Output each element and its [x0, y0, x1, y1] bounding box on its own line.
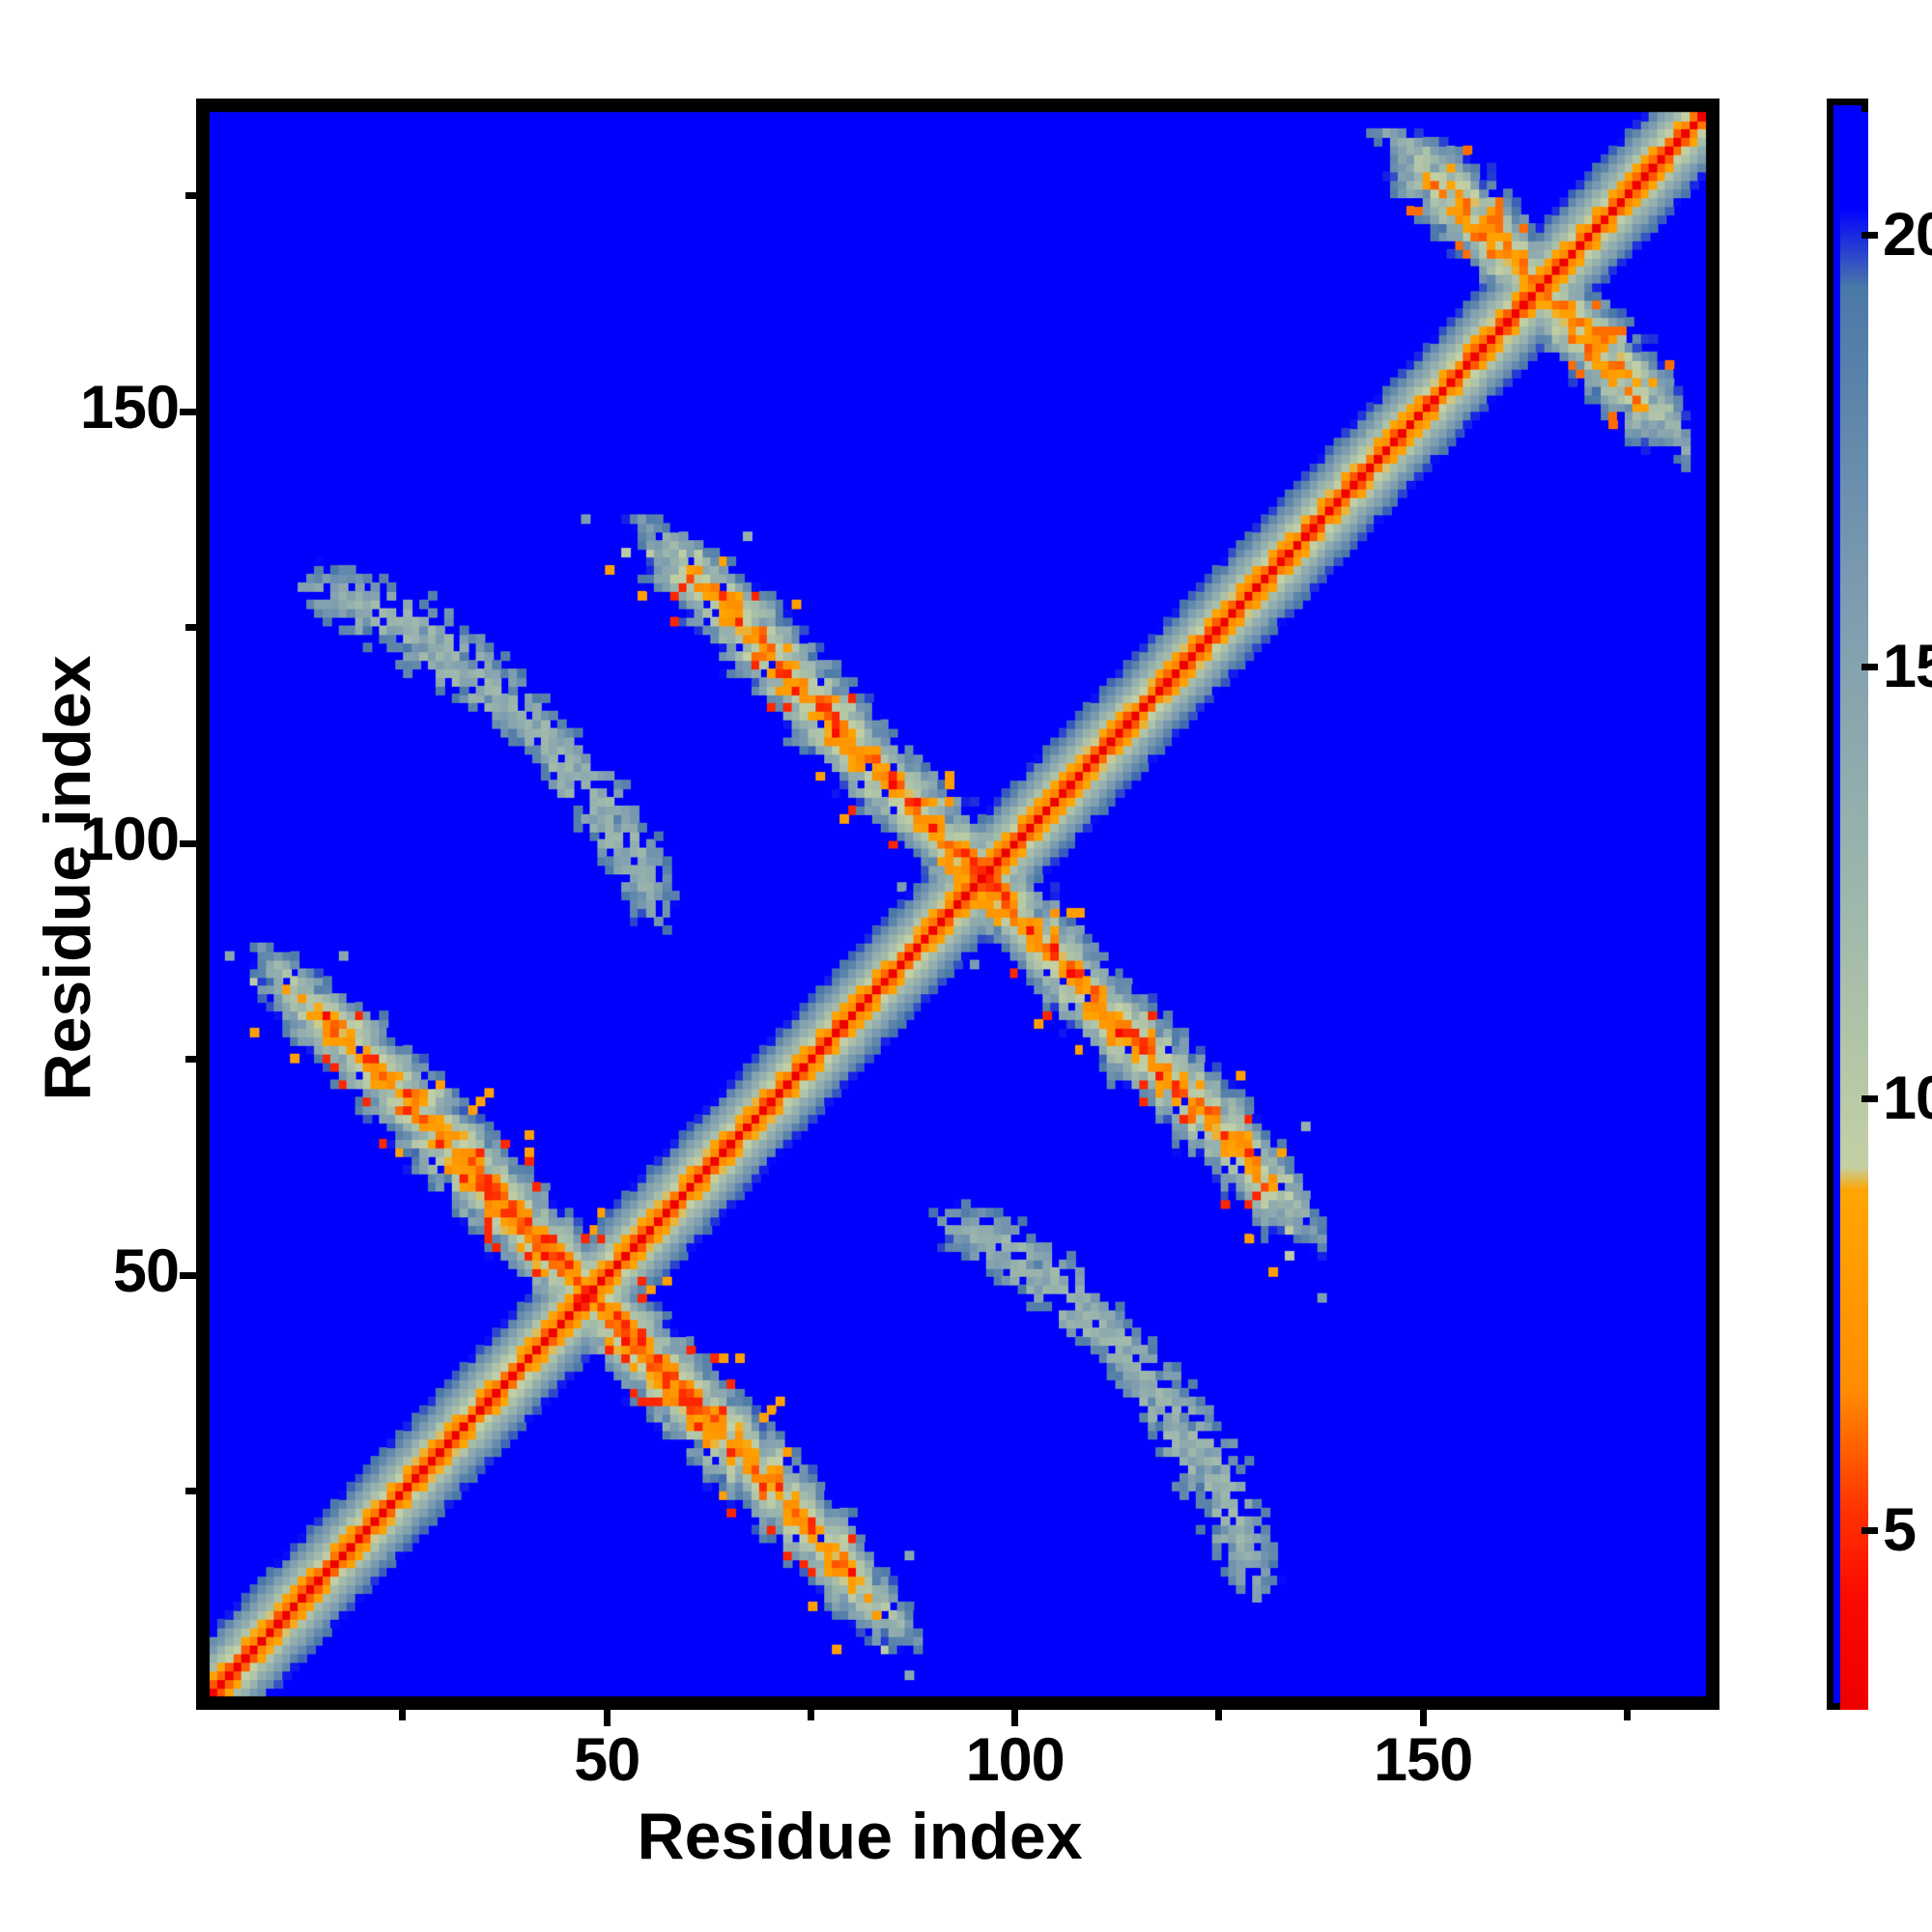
x-axis-minor-tick — [807, 1710, 814, 1720]
x-axis-minor-tick — [1215, 1710, 1223, 1720]
x-axis-tick — [603, 1710, 611, 1726]
colorbar-tick-label: 5 — [1883, 1496, 1917, 1565]
y-axis-tick-label: 50 — [112, 1237, 180, 1306]
x-axis-tick-label: 100 — [965, 1726, 1065, 1794]
y-axis-tick — [180, 408, 196, 415]
heatmap-plot-area — [196, 99, 1719, 1710]
x-axis-tick-label: 50 — [574, 1726, 640, 1794]
x-axis-title: Residue index — [637, 1800, 1083, 1873]
colorbar-tick — [1861, 1094, 1878, 1102]
x-axis-tick — [1419, 1710, 1427, 1726]
y-axis-minor-tick — [185, 192, 196, 200]
x-axis-tick — [1011, 1710, 1019, 1726]
y-axis-tick-label: 100 — [79, 806, 180, 874]
y-axis-tick-label: 150 — [79, 374, 180, 442]
colorbar-tick-label: 10 — [1883, 1065, 1932, 1133]
heatmap-canvas — [203, 105, 1713, 1703]
colorbar-tick-label: 15 — [1883, 633, 1932, 701]
colorbar-tick — [1861, 663, 1878, 670]
x-axis-minor-tick — [399, 1710, 407, 1720]
y-axis-minor-tick — [185, 1488, 196, 1495]
y-axis-tick — [180, 839, 196, 847]
x-axis-minor-tick — [1623, 1710, 1631, 1720]
y-axis-title: Residue index — [31, 655, 104, 1101]
colorbar: 20 15 10 5 — [1827, 99, 1932, 1710]
colorbar-tick — [1861, 1526, 1878, 1534]
y-axis-tick — [180, 1271, 196, 1279]
y-axis-minor-tick — [185, 1056, 196, 1064]
colorbar-gradient — [1840, 112, 1868, 1710]
colorbar-tick-label: 20 — [1883, 201, 1932, 270]
x-axis-tick-label: 150 — [1374, 1726, 1473, 1794]
colorbar-frame — [1827, 99, 1868, 1710]
colorbar-tick — [1861, 231, 1878, 239]
y-axis-minor-tick — [185, 624, 196, 632]
